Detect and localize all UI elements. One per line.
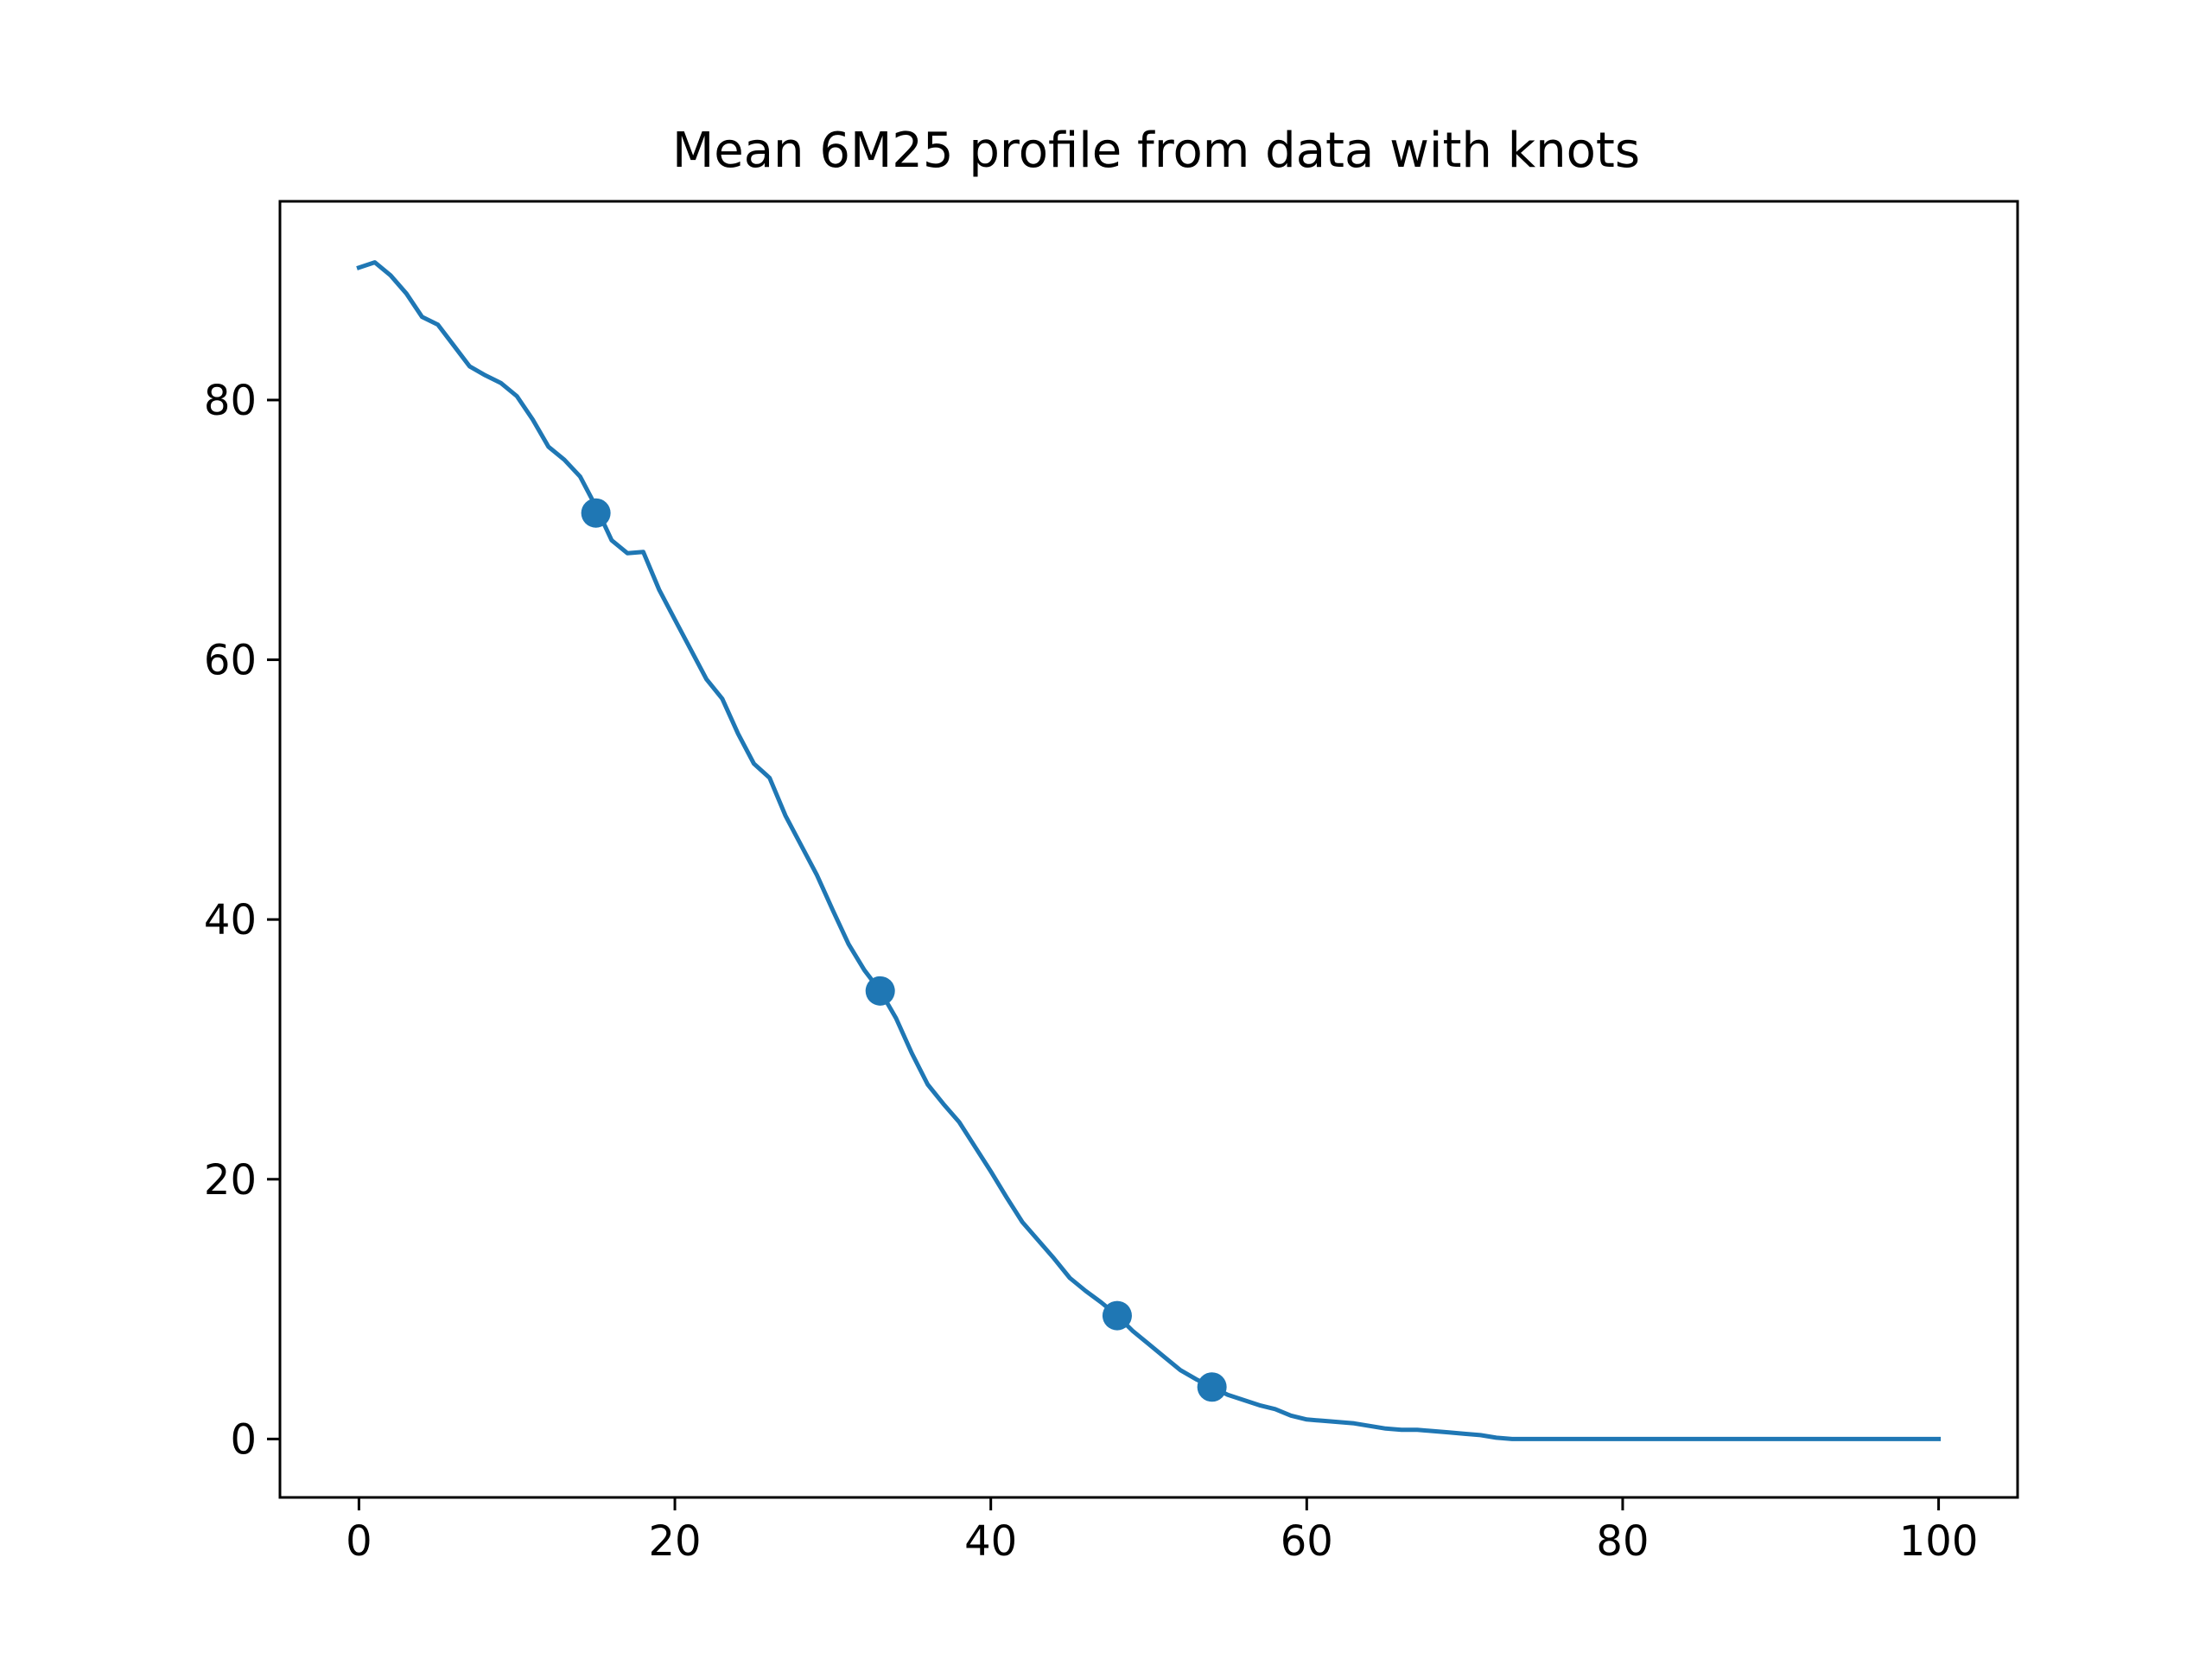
knot-marker [865, 976, 895, 1006]
chart-title: Mean 6M25 profile from data with knots [672, 123, 1640, 179]
knot-marker [581, 498, 611, 528]
x-axis: 0 20 40 60 80 100 [346, 1497, 1978, 1566]
knot-marker [1197, 1372, 1227, 1402]
plot-area [356, 260, 1942, 1441]
y-tick-label: 40 [204, 896, 257, 944]
y-tick-label: 60 [204, 637, 257, 685]
axes-frame [278, 200, 2019, 1499]
series-line-0 [356, 260, 1942, 1441]
x-tick-label: 20 [649, 1517, 702, 1566]
x-tick-label: 60 [1281, 1517, 1333, 1566]
x-tick-label: 100 [1899, 1517, 1979, 1566]
y-axis: 0 20 40 60 80 [204, 377, 280, 1464]
x-tick-label: 0 [346, 1517, 372, 1566]
x-tick-label: 80 [1596, 1517, 1649, 1566]
y-tick-label: 0 [230, 1415, 257, 1464]
x-tick-label: 40 [964, 1517, 1017, 1566]
knot-marker [1102, 1300, 1132, 1331]
y-tick-label: 80 [204, 377, 257, 425]
y-tick-label: 20 [204, 1156, 257, 1205]
